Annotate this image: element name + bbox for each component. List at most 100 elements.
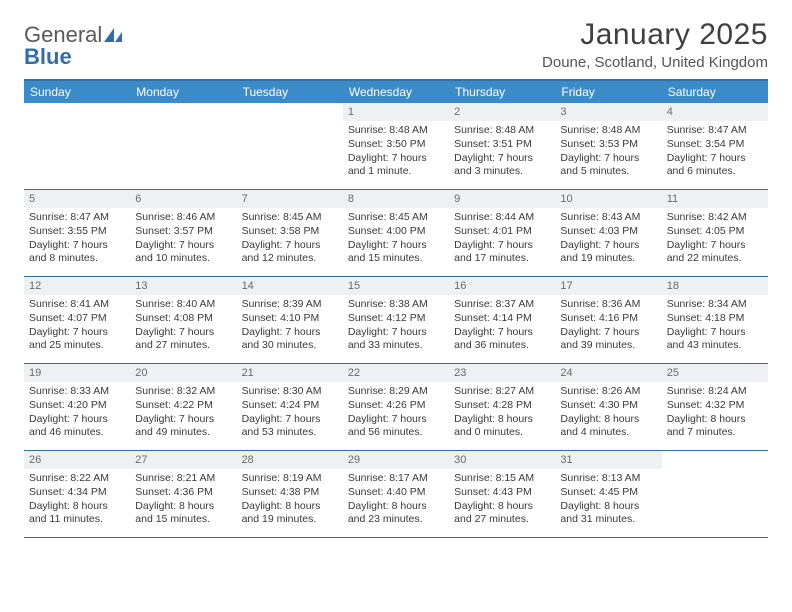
day-number: 13: [130, 277, 236, 295]
logo-text: General Blue: [24, 24, 122, 68]
dow-monday: Monday: [130, 81, 236, 103]
day-body: Sunrise: 8:29 AMSunset: 4:26 PMDaylight:…: [343, 382, 449, 445]
daylight-text: Daylight: 7 hours and 15 minutes.: [348, 239, 444, 266]
day-body: Sunrise: 8:13 AMSunset: 4:45 PMDaylight:…: [555, 469, 661, 532]
day-body: Sunrise: 8:41 AMSunset: 4:07 PMDaylight:…: [24, 295, 130, 358]
day-of-week-row: Sunday Monday Tuesday Wednesday Thursday…: [24, 81, 768, 103]
day-number: 7: [237, 190, 343, 208]
day-cell: 23Sunrise: 8:27 AMSunset: 4:28 PMDayligh…: [449, 364, 555, 450]
daylight-text: Daylight: 7 hours and 33 minutes.: [348, 326, 444, 353]
day-cell: 18 Sunrise: 8:34 AMSunset: 4:18 PMDayligh…: [662, 277, 768, 363]
day-number: 4: [662, 103, 768, 121]
month-title: January 2025: [542, 18, 768, 52]
day-number: 26: [24, 451, 130, 469]
sunset-text: Sunset: 4:22 PM: [135, 399, 231, 413]
day-number: 22: [343, 364, 449, 382]
day-number: 16: [449, 277, 555, 295]
weeks-container: 1Sunrise: 8:48 AMSunset: 3:50 PMDaylight…: [24, 103, 768, 538]
day-number: 29: [343, 451, 449, 469]
sunset-text: Sunset: 4:43 PM: [454, 486, 550, 500]
daylight-text: Daylight: 7 hours and 43 minutes.: [667, 326, 763, 353]
day-cell: 9Sunrise: 8:44 AMSunset: 4:01 PMDaylight…: [449, 190, 555, 276]
sunrise-text: Sunrise: 8:47 AM: [667, 124, 763, 138]
day-cell: 12Sunrise: 8:41 AMSunset: 4:07 PMDayligh…: [24, 277, 130, 363]
day-number: 15: [343, 277, 449, 295]
sunset-text: Sunset: 3:57 PM: [135, 225, 231, 239]
day-cell: [237, 103, 343, 189]
day-cell: 10Sunrise: 8:43 AMSunset: 4:03 PMDayligh…: [555, 190, 661, 276]
sunset-text: Sunset: 4:08 PM: [135, 312, 231, 326]
day-number: 20: [130, 364, 236, 382]
day-cell: 3Sunrise: 8:48 AMSunset: 3:53 PMDaylight…: [555, 103, 661, 189]
day-number: 28: [237, 451, 343, 469]
daylight-text: Daylight: 7 hours and 8 minutes.: [29, 239, 125, 266]
day-cell: 13Sunrise: 8:40 AMSunset: 4:08 PMDayligh…: [130, 277, 236, 363]
day-cell: 22Sunrise: 8:29 AMSunset: 4:26 PMDayligh…: [343, 364, 449, 450]
sunrise-text: Sunrise: 8:21 AM: [135, 472, 231, 486]
sunrise-text: Sunrise: 8:15 AM: [454, 472, 550, 486]
day-number: 25: [662, 364, 768, 382]
daylight-text: Daylight: 7 hours and 1 minute.: [348, 152, 444, 179]
day-body: Sunrise: 8:39 AMSunset: 4:10 PMDaylight:…: [237, 295, 343, 358]
day-body: Sunrise: 8:46 AMSunset: 3:57 PMDaylight:…: [130, 208, 236, 271]
day-cell: 28Sunrise: 8:19 AMSunset: 4:38 PMDayligh…: [237, 451, 343, 537]
sunset-text: Sunset: 4:18 PM: [667, 312, 763, 326]
calendar: Sunday Monday Tuesday Wednesday Thursday…: [24, 79, 768, 538]
daylight-text: Daylight: 7 hours and 17 minutes.: [454, 239, 550, 266]
sunset-text: Sunset: 3:53 PM: [560, 138, 656, 152]
day-cell: 11Sunrise: 8:42 AMSunset: 4:05 PMDayligh…: [662, 190, 768, 276]
week-row: 12Sunrise: 8:41 AMSunset: 4:07 PMDayligh…: [24, 277, 768, 364]
sunrise-text: Sunrise: 8:48 AM: [560, 124, 656, 138]
day-number: 30: [449, 451, 555, 469]
day-body: Sunrise: 8:48 AMSunset: 3:53 PMDaylight:…: [555, 121, 661, 184]
day-cell: 20Sunrise: 8:32 AMSunset: 4:22 PMDayligh…: [130, 364, 236, 450]
day-number: 6: [130, 190, 236, 208]
day-body: Sunrise: 8:47 AMSunset: 3:54 PMDaylight:…: [662, 121, 768, 184]
location: Doune, Scotland, United Kingdom: [542, 54, 768, 71]
sunrise-text: Sunrise: 8:48 AM: [348, 124, 444, 138]
day-number: 18: [662, 277, 768, 295]
day-cell: 16Sunrise: 8:37 AMSunset: 4:14 PMDayligh…: [449, 277, 555, 363]
day-number: 19: [24, 364, 130, 382]
daylight-text: Daylight: 8 hours and 31 minutes.: [560, 500, 656, 527]
day-number: 12: [24, 277, 130, 295]
sunrise-text: Sunrise: 8:36 AM: [560, 298, 656, 312]
day-cell: [130, 103, 236, 189]
sunrise-text: Sunrise: 8:32 AM: [135, 385, 231, 399]
sunrise-text: Sunrise: 8:45 AM: [348, 211, 444, 225]
day-body: Sunrise: 8:27 AMSunset: 4:28 PMDaylight:…: [449, 382, 555, 445]
sunset-text: Sunset: 4:28 PM: [454, 399, 550, 413]
day-body: Sunrise: 8:19 AMSunset: 4:38 PMDaylight:…: [237, 469, 343, 532]
day-body: Sunrise: 8:15 AMSunset: 4:43 PMDaylight:…: [449, 469, 555, 532]
sunset-text: Sunset: 4:10 PM: [242, 312, 338, 326]
sunrise-text: Sunrise: 8:30 AM: [242, 385, 338, 399]
day-number: 2: [449, 103, 555, 121]
daylight-text: Daylight: 8 hours and 7 minutes.: [667, 413, 763, 440]
sunrise-text: Sunrise: 8:34 AM: [667, 298, 763, 312]
sunset-text: Sunset: 4:12 PM: [348, 312, 444, 326]
day-number: 23: [449, 364, 555, 382]
sunset-text: Sunset: 4:26 PM: [348, 399, 444, 413]
day-number: 5: [24, 190, 130, 208]
sunset-text: Sunset: 4:24 PM: [242, 399, 338, 413]
day-body: Sunrise: 8:48 AMSunset: 3:51 PMDaylight:…: [449, 121, 555, 184]
sunset-text: Sunset: 3:58 PM: [242, 225, 338, 239]
day-body: Sunrise: 8:45 AMSunset: 3:58 PMDaylight:…: [237, 208, 343, 271]
day-body: Sunrise: 8:36 AMSunset: 4:16 PMDaylight:…: [555, 295, 661, 358]
logo: General Blue: [24, 18, 122, 68]
day-body: Sunrise: 8:42 AMSunset: 4:05 PMDaylight:…: [662, 208, 768, 271]
day-cell: 17Sunrise: 8:36 AMSunset: 4:16 PMDayligh…: [555, 277, 661, 363]
day-cell: 4Sunrise: 8:47 AMSunset: 3:54 PMDaylight…: [662, 103, 768, 189]
sunset-text: Sunset: 3:51 PM: [454, 138, 550, 152]
sunset-text: Sunset: 4:00 PM: [348, 225, 444, 239]
daylight-text: Daylight: 7 hours and 5 minutes.: [560, 152, 656, 179]
sunset-text: Sunset: 4:45 PM: [560, 486, 656, 500]
sunrise-text: Sunrise: 8:29 AM: [348, 385, 444, 399]
header: General Blue January 2025 Doune, Scotlan…: [24, 18, 768, 71]
day-number: 21: [237, 364, 343, 382]
daylight-text: Daylight: 7 hours and 6 minutes.: [667, 152, 763, 179]
dow-friday: Friday: [555, 81, 661, 103]
day-cell: 30Sunrise: 8:15 AMSunset: 4:43 PMDayligh…: [449, 451, 555, 537]
day-cell: 29Sunrise: 8:17 AMSunset: 4:40 PMDayligh…: [343, 451, 449, 537]
daylight-text: Daylight: 7 hours and 10 minutes.: [135, 239, 231, 266]
